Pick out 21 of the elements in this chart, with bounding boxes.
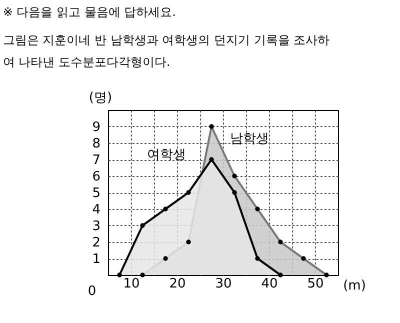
text: 0 bbox=[88, 284, 96, 299]
y-tick-label: 9 bbox=[92, 120, 100, 135]
series-label: 여학생 bbox=[147, 148, 186, 162]
x-tick-label: 50 bbox=[307, 276, 324, 292]
x-tick-label: 30 bbox=[215, 276, 232, 292]
y-tick-label: 5 bbox=[92, 186, 100, 201]
x-tick-label: 40 bbox=[261, 276, 278, 292]
x-axis-title: (m) bbox=[343, 278, 366, 294]
chart-subtitle: 그림은 지훈이네 반 남학생과 여학생의 던지기 기록을 조사하여 나타낸 도수분포다각형이다. bbox=[2, 33, 330, 69]
y-tick-label: 6 bbox=[92, 170, 100, 184]
series-label: 남학생 bbox=[230, 132, 269, 146]
y-tick-label: 3 bbox=[92, 219, 100, 234]
x-tick-label: 10 bbox=[123, 276, 140, 292]
y-axis-title: (명) bbox=[88, 90, 112, 106]
chart-title: ※ 다음을 읽고 물음에 답하세요. bbox=[2, 5, 176, 19]
y-tick-label: 2 bbox=[92, 236, 100, 250]
y-tick-label: 7 bbox=[92, 153, 100, 168]
x-tick-label: 20 bbox=[169, 276, 186, 292]
y-tick-label: 8 bbox=[92, 136, 100, 152]
y-tick-label: 4 bbox=[92, 202, 100, 218]
y-tick-label: 1 bbox=[92, 252, 100, 267]
